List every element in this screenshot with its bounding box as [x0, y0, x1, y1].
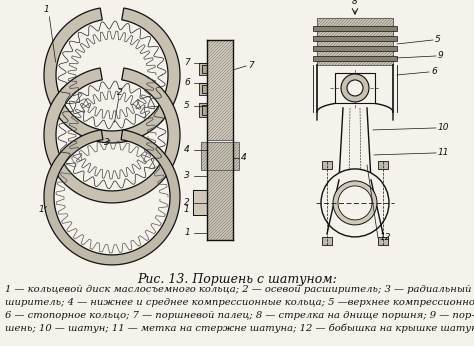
Text: 9: 9: [438, 51, 444, 60]
Bar: [207, 170, 233, 240]
Bar: [313, 56, 397, 61]
Circle shape: [341, 74, 369, 102]
Text: 11: 11: [438, 148, 449, 157]
Bar: [199, 103, 207, 117]
Bar: [202, 105, 207, 115]
Text: 4: 4: [184, 145, 190, 154]
Bar: [199, 63, 207, 75]
Text: шень; 10 — шатун; 11 — метка на стержне шатуна; 12 — бобышка на крышке шатуна: шень; 10 — шатун; 11 — метка на стержне …: [5, 324, 474, 334]
Text: 8: 8: [352, 0, 358, 6]
Bar: [202, 65, 207, 73]
Text: 12: 12: [380, 233, 392, 242]
Bar: [313, 46, 397, 51]
Bar: [199, 103, 207, 117]
Circle shape: [347, 80, 363, 96]
Circle shape: [338, 186, 372, 220]
Text: 3: 3: [184, 171, 190, 180]
Text: ширитель; 4 — нижнее и среднее компрессионные кольца; 5 —верхнее компрессионное : ширитель; 4 — нижнее и среднее компресси…: [5, 298, 474, 307]
Circle shape: [333, 181, 377, 225]
Bar: [199, 83, 207, 95]
Bar: [201, 142, 239, 170]
Text: 5: 5: [435, 35, 441, 44]
Polygon shape: [44, 130, 180, 265]
Bar: [317, 18, 393, 65]
Text: 1: 1: [184, 205, 190, 214]
Bar: [313, 26, 397, 31]
Text: 6: 6: [184, 78, 190, 87]
Text: 10: 10: [438, 123, 449, 132]
Text: 1 — кольцевой диск маслосъемного кольца; 2 — осевой расширитель; 3 — радиальный : 1 — кольцевой диск маслосъемного кольца;…: [5, 285, 474, 294]
Text: 6: 6: [431, 67, 437, 76]
Text: 6 — стопорное кольцо; 7 — поршневой палец; 8 — стрелка на днище поршня; 9 — пор-: 6 — стопорное кольцо; 7 — поршневой пале…: [5, 311, 474, 320]
Bar: [199, 63, 207, 75]
Bar: [202, 85, 207, 93]
Bar: [199, 83, 207, 95]
Polygon shape: [44, 8, 180, 143]
Bar: [193, 190, 207, 215]
Bar: [378, 161, 388, 169]
Text: 7: 7: [248, 61, 254, 70]
Polygon shape: [44, 68, 180, 203]
Text: 1: 1: [39, 205, 45, 214]
Bar: [207, 40, 233, 140]
Bar: [313, 36, 397, 41]
Text: 1: 1: [43, 5, 49, 14]
Bar: [322, 237, 332, 245]
Circle shape: [321, 169, 389, 237]
Bar: [193, 190, 207, 215]
Text: 4: 4: [241, 153, 247, 162]
Bar: [322, 161, 332, 169]
Bar: [335, 73, 375, 103]
Text: 2: 2: [184, 198, 190, 207]
Text: 3: 3: [104, 138, 110, 147]
Text: 7: 7: [184, 58, 190, 67]
Text: 1: 1: [184, 228, 190, 237]
Text: 5: 5: [184, 101, 190, 110]
Text: 2: 2: [117, 88, 123, 97]
Bar: [378, 237, 388, 245]
Text: Рис. 13. Поршень с шатуном:: Рис. 13. Поршень с шатуном:: [137, 273, 337, 286]
